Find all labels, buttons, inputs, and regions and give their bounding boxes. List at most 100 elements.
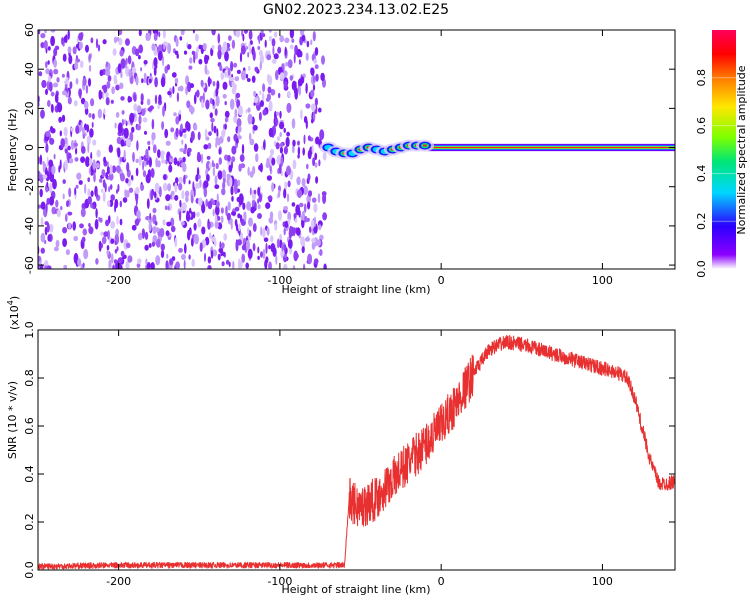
noise-speckle: [109, 164, 113, 175]
noise-speckle: [167, 42, 172, 54]
x-tick-label: -100: [267, 274, 292, 287]
noise-speckle: [287, 218, 291, 225]
noise-speckle: [55, 199, 59, 208]
noise-speckle: [210, 249, 214, 259]
noise-speckle: [212, 208, 215, 217]
spectrogram-signal-layer: [319, 139, 675, 160]
noise-speckle: [187, 147, 192, 153]
noise-speckle: [303, 185, 308, 196]
y-tick-label: 40: [23, 62, 36, 76]
noise-speckle: [78, 32, 84, 41]
noise-speckle: [61, 73, 65, 78]
noise-speckle: [231, 156, 236, 163]
noise-speckle: [154, 77, 159, 88]
noise-speckle: [236, 118, 242, 128]
noise-speckle: [208, 131, 212, 137]
noise-speckle: [190, 106, 195, 114]
noise-speckle: [266, 93, 271, 101]
noise-speckle: [158, 31, 161, 38]
noise-speckle: [227, 136, 231, 143]
noise-speckle: [62, 53, 67, 62]
noise-speckle: [175, 261, 180, 269]
noise-speckle: [227, 154, 231, 162]
noise-speckle: [222, 93, 227, 99]
noise-speckle: [168, 164, 173, 173]
noise-speckle: [242, 202, 246, 210]
noise-speckle: [301, 177, 306, 187]
noise-speckle: [311, 144, 314, 154]
noise-speckle: [266, 227, 270, 236]
noise-speckle: [262, 83, 266, 93]
noise-speckle: [173, 112, 177, 117]
noise-speckle: [77, 258, 82, 267]
noise-speckle: [68, 222, 71, 230]
noise-speckle: [201, 203, 206, 214]
noise-speckle: [101, 169, 106, 178]
noise-speckle: [280, 156, 284, 167]
noise-speckle: [122, 197, 128, 203]
noise-speckle: [252, 223, 257, 232]
noise-speckle: [62, 227, 68, 234]
noise-speckle: [70, 139, 75, 151]
noise-speckle: [107, 75, 112, 82]
noise-speckle: [204, 252, 206, 262]
noise-speckle: [245, 239, 250, 251]
noise-speckle: [248, 65, 251, 71]
noise-speckle: [65, 34, 68, 44]
noise-speckle: [56, 209, 61, 218]
noise-speckle: [262, 248, 266, 260]
noise-speckle: [202, 43, 207, 51]
noise-speckle: [258, 193, 263, 203]
noise-speckle: [69, 157, 74, 164]
noise-speckle: [317, 239, 321, 247]
noise-speckle: [95, 38, 99, 49]
noise-speckle: [65, 249, 70, 256]
noise-speckle: [265, 162, 270, 169]
noise-speckle: [185, 121, 190, 131]
noise-speckle: [92, 139, 97, 146]
noise-speckle: [49, 223, 54, 233]
noise-speckle: [138, 55, 141, 60]
noise-speckle: [163, 44, 166, 50]
noise-speckle: [56, 77, 60, 83]
noise-speckle: [162, 55, 165, 67]
noise-speckle: [88, 226, 94, 235]
noise-speckle: [49, 182, 53, 194]
noise-speckle: [254, 66, 259, 73]
noise-speckle: [192, 211, 196, 219]
noise-speckle: [91, 121, 94, 128]
noise-speckle: [111, 86, 115, 95]
noise-speckle: [150, 190, 154, 201]
noise-speckle: [271, 38, 276, 47]
noise-speckle: [279, 72, 285, 80]
noise-speckle: [225, 259, 230, 265]
x-tick-label: -200: [106, 274, 131, 287]
noise-speckle: [266, 54, 272, 61]
noise-speckle: [116, 36, 120, 42]
noise-speckle: [193, 94, 197, 105]
noise-speckle: [72, 46, 77, 55]
noise-speckle: [150, 168, 155, 178]
noise-speckle: [178, 247, 183, 253]
noise-speckle: [90, 37, 94, 44]
noise-speckle: [163, 174, 167, 180]
noise-speckle: [112, 264, 115, 269]
noise-speckle: [175, 116, 180, 125]
noise-speckle: [145, 258, 148, 266]
noise-speckle: [322, 212, 327, 221]
noise-speckle: [231, 39, 236, 49]
noise-speckle: [154, 221, 158, 226]
noise-speckle: [312, 75, 315, 83]
noise-speckle: [82, 262, 85, 269]
noise-speckle: [208, 232, 212, 239]
noise-speckle: [136, 105, 142, 114]
noise-speckle: [178, 176, 184, 184]
noise-speckle: [154, 182, 160, 193]
noise-speckle: [291, 145, 295, 154]
noise-speckle: [45, 68, 50, 75]
noise-speckle: [40, 33, 46, 39]
noise-speckle: [125, 260, 130, 269]
noise-speckle: [261, 92, 265, 101]
y-tick-label: 60: [23, 23, 36, 37]
noise-speckle: [291, 80, 297, 91]
